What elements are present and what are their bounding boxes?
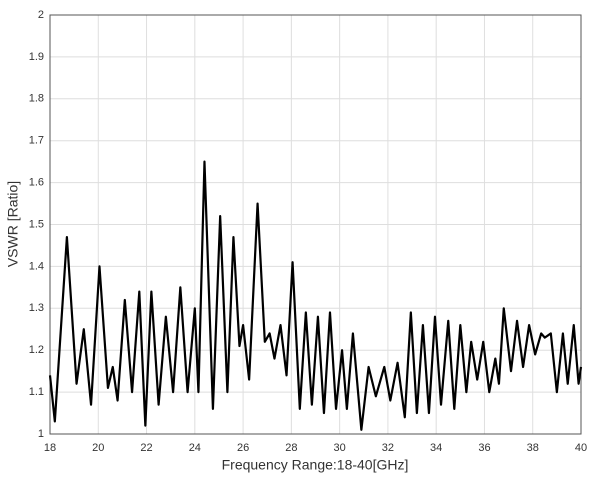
y-tick-label: 1.8 bbox=[29, 93, 44, 105]
y-tick-label: 1.9 bbox=[29, 51, 44, 63]
y-tick-label: 2 bbox=[38, 9, 44, 21]
x-tick-label: 24 bbox=[189, 442, 201, 454]
y-tick-label: 1.1 bbox=[29, 386, 44, 398]
data-line bbox=[48, 160, 583, 431]
y-tick-label: 1.2 bbox=[29, 344, 44, 356]
x-tick-label: 18 bbox=[44, 442, 56, 454]
x-tick-label: 32 bbox=[382, 442, 394, 454]
y-tick-label: 1.3 bbox=[29, 302, 44, 314]
x-tick-label: 20 bbox=[92, 442, 104, 454]
y-tick-label: 1.7 bbox=[29, 135, 44, 147]
plot-frame bbox=[49, 14, 582, 435]
x-tick-label: 36 bbox=[478, 442, 490, 454]
x-tick-label: 40 bbox=[575, 442, 587, 454]
y-tick-label: 1 bbox=[38, 428, 44, 440]
x-tick-label: 22 bbox=[140, 442, 152, 454]
y-tick-label: 1.6 bbox=[29, 177, 44, 189]
x-tick-label: 30 bbox=[334, 442, 346, 454]
y-axis-title: VSWR [Ratio] bbox=[5, 181, 21, 267]
x-axis-title: Frequency Range:18-40[GHz] bbox=[222, 457, 409, 473]
x-tick-label: 34 bbox=[430, 442, 442, 454]
y-tick-label: 1.4 bbox=[29, 260, 44, 272]
x-tick-label: 38 bbox=[527, 442, 539, 454]
x-tick-label: 26 bbox=[237, 442, 249, 454]
x-tick-label: 28 bbox=[285, 442, 297, 454]
y-tick-label: 1.5 bbox=[29, 218, 44, 230]
